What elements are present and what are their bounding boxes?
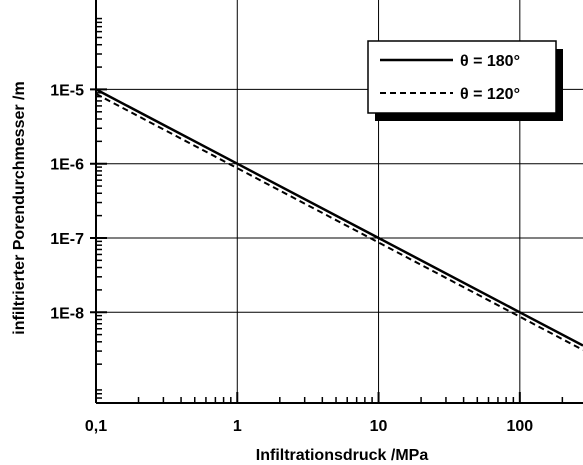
series-lines xyxy=(95,88,583,351)
legend-box xyxy=(367,40,557,114)
legend-label-120: θ = 120° xyxy=(460,86,520,103)
x-tick-label: 1 xyxy=(233,418,242,435)
x-tick-labels: 0,1 1 10 100 xyxy=(85,418,533,435)
y-tick-label: 1E-6 xyxy=(50,157,84,174)
major-ticks xyxy=(90,88,521,403)
x-axis-title: Infiltrationsdruck /MPa xyxy=(256,447,429,464)
legend: θ = 180° θ = 120° xyxy=(367,40,563,121)
minor-ticks xyxy=(96,17,564,404)
legend-label-180: θ = 180° xyxy=(460,53,520,70)
y-tick-label: 1E-7 xyxy=(50,231,84,248)
series-line-theta-180 xyxy=(95,88,583,347)
x-tick-label: 0,1 xyxy=(85,418,107,435)
y-tick-labels: 1E-5 1E-6 1E-7 1E-8 xyxy=(50,82,84,322)
series-line-theta-120 xyxy=(95,93,583,351)
y-axis-title: infiltrierter Porendurchmesser /m xyxy=(11,81,28,334)
y-tick-label: 1E-8 xyxy=(50,305,84,322)
y-tick-label: 1E-5 xyxy=(50,82,84,99)
x-tick-label: 10 xyxy=(370,418,388,435)
x-tick-label: 100 xyxy=(506,418,533,435)
